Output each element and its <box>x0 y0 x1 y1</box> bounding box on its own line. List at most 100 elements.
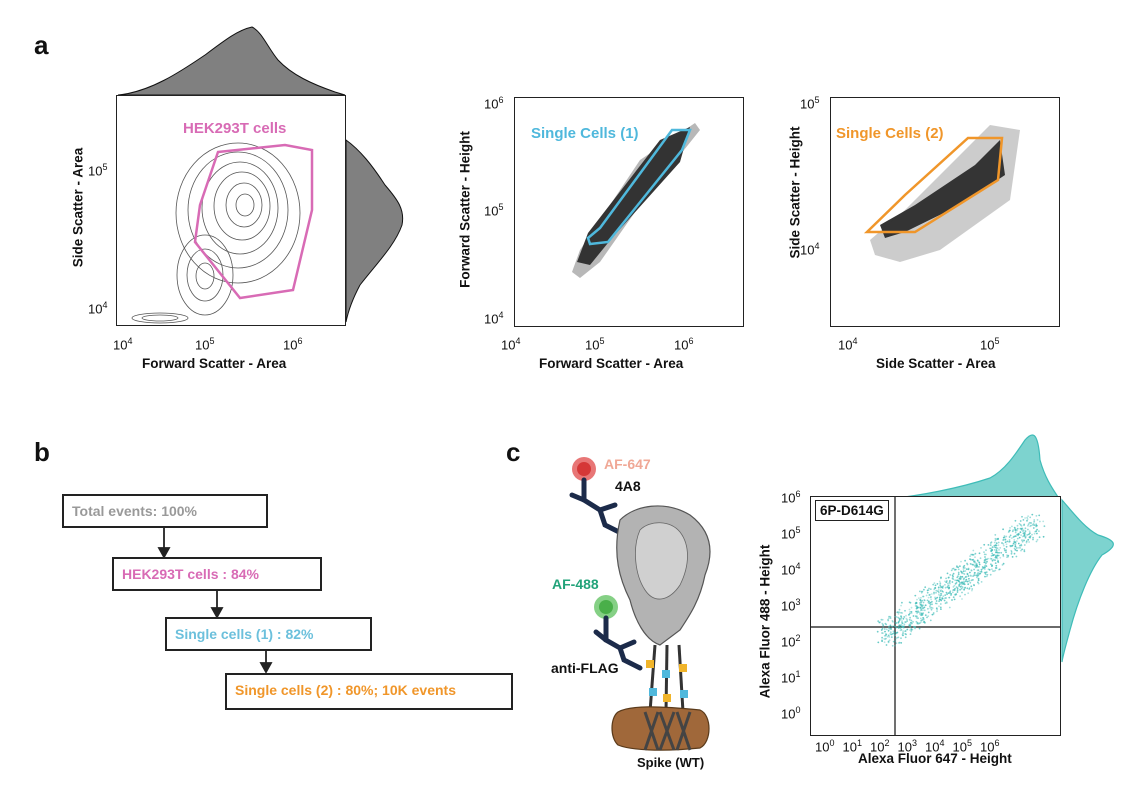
scatter-dot <box>905 621 907 624</box>
scatter-dot <box>1009 527 1011 529</box>
scatter-dot <box>897 625 900 628</box>
scatter-dot <box>1004 541 1007 544</box>
scatter-dot <box>946 572 949 575</box>
scatter-dot <box>955 586 958 588</box>
scatter-dot <box>1021 540 1024 543</box>
scatter-dot <box>922 607 925 609</box>
scatter-dot <box>937 588 940 590</box>
scatter-dot <box>997 560 999 562</box>
scatter-dot <box>932 612 935 614</box>
scatter-dot <box>970 569 973 571</box>
scatter-dot <box>888 615 890 618</box>
scatter-dot <box>887 634 890 637</box>
scatter-dot <box>929 619 932 622</box>
scatter-dot <box>906 618 909 621</box>
flow-step-total: Total events: 100% <box>62 494 268 528</box>
scatter-dot <box>991 548 993 551</box>
scatter-dot <box>983 568 986 571</box>
sample-label: 6P-D614G <box>815 500 889 521</box>
scatter-dot <box>970 585 973 588</box>
scatter-dot <box>999 547 1002 549</box>
scatter-dot <box>936 596 939 599</box>
scatter-dot <box>986 573 989 576</box>
scatter-dot <box>877 641 880 644</box>
scatter-single-cells-1 <box>572 123 700 278</box>
scatter-dot <box>921 604 923 607</box>
scatter-dot <box>1015 547 1018 549</box>
scatter-dot <box>993 544 996 547</box>
scatter-dot <box>987 557 989 560</box>
scatter-dot <box>905 614 907 617</box>
scatter-dot <box>937 590 939 592</box>
scatter-dot <box>984 573 987 575</box>
scatter-dot <box>930 608 933 611</box>
scatter-dot <box>955 593 958 595</box>
scatter-dot <box>1023 549 1026 551</box>
scatter-dot <box>1005 549 1007 552</box>
scatter-dot <box>976 572 979 575</box>
scatter-dot <box>994 569 997 572</box>
scatter-dot <box>929 605 931 608</box>
scatter-dot <box>972 553 975 556</box>
scatter-dot <box>904 621 907 623</box>
scatter-dot <box>994 559 996 562</box>
scatter-dot <box>971 553 974 556</box>
scatter-dot <box>947 584 950 587</box>
scatter-dot <box>974 566 977 569</box>
scatter-dot <box>1002 543 1005 545</box>
scatter-dot <box>1017 542 1020 545</box>
xtick: 106 <box>283 336 303 353</box>
scatter-dot <box>910 606 913 609</box>
scatter-dot <box>992 558 995 561</box>
scatter-dot <box>896 631 899 634</box>
scatter-dot <box>961 598 963 600</box>
scatter-dot <box>994 539 997 542</box>
scatter-dot <box>995 546 997 549</box>
xtick: 105 <box>952 738 972 755</box>
scatter-dot <box>930 598 932 601</box>
scatter-dot <box>1032 536 1034 539</box>
ytick: 105 <box>88 162 108 179</box>
scatter-dot <box>985 549 987 552</box>
fluorescence-scatter <box>811 497 1060 735</box>
scatter-dot <box>884 630 886 633</box>
scatter-dot <box>898 641 901 644</box>
scatter-dot <box>969 581 972 584</box>
scatter-dot <box>995 547 998 550</box>
xtick: 106 <box>980 738 1000 755</box>
scatter-dot <box>883 637 886 640</box>
scatter-dot <box>939 590 942 592</box>
scatter-dot <box>939 584 942 586</box>
scatter-dot <box>1013 547 1016 550</box>
label-af488: AF-488 <box>552 576 599 592</box>
scatter-dot <box>987 544 990 546</box>
scatter-dot <box>985 565 988 567</box>
scatter-dot <box>1005 543 1008 546</box>
scatter-dot <box>936 610 938 613</box>
scatter-dot <box>997 554 1000 557</box>
scatter-dot <box>967 583 970 586</box>
scatter-dot <box>1019 520 1022 522</box>
scatter-dot <box>883 641 886 644</box>
scatter-dot <box>914 627 916 630</box>
ytick: 105 <box>781 525 801 542</box>
scatter-dot <box>885 623 888 626</box>
scatter-dot <box>1005 551 1007 554</box>
scatter-dot <box>959 588 961 591</box>
scatter-dot <box>978 563 981 566</box>
scatter-dot <box>977 579 980 582</box>
scatter-dot <box>990 547 993 550</box>
scatter-dot <box>968 580 971 582</box>
scatter-dot <box>931 607 934 609</box>
scatter-dot <box>1019 531 1022 534</box>
scatter-dot <box>1029 536 1031 538</box>
scatter-dot <box>951 567 954 570</box>
scatter-dot <box>1020 534 1022 537</box>
scatter-dot <box>944 586 947 589</box>
scatter-dot <box>1013 552 1016 555</box>
scatter-dot <box>1026 518 1029 521</box>
y-axis-label: Alexa Fluor 488 - Height <box>757 544 773 699</box>
scatter-dot <box>933 582 936 584</box>
scatter-dot <box>977 581 979 584</box>
scatter-dot <box>930 606 933 609</box>
